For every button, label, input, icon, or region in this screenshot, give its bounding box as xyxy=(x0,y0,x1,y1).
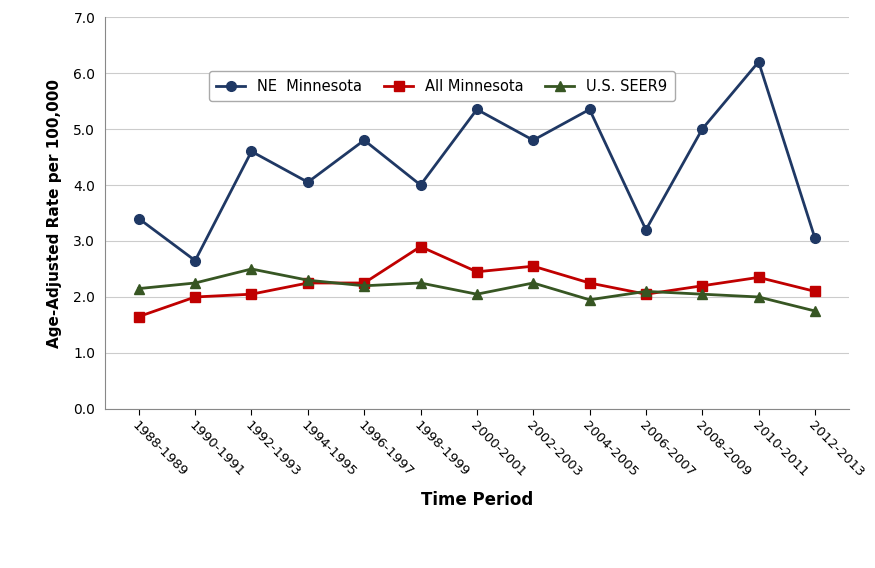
NE  Minnesota xyxy=(753,59,764,65)
U.S. SEER9 xyxy=(190,279,200,286)
U.S. SEER9 xyxy=(472,291,482,298)
U.S. SEER9 xyxy=(584,296,595,303)
NE  Minnesota xyxy=(359,137,369,144)
Line: All Minnesota: All Minnesota xyxy=(134,242,820,321)
All Minnesota xyxy=(584,279,595,286)
U.S. SEER9 xyxy=(134,285,144,292)
All Minnesota xyxy=(528,263,538,270)
All Minnesota xyxy=(246,291,256,298)
NE  Minnesota xyxy=(809,235,820,241)
All Minnesota xyxy=(303,279,313,286)
U.S. SEER9 xyxy=(303,277,313,283)
Legend: NE  Minnesota, All Minnesota, U.S. SEER9: NE Minnesota, All Minnesota, U.S. SEER9 xyxy=(209,72,675,101)
U.S. SEER9 xyxy=(528,279,538,286)
U.S. SEER9 xyxy=(753,294,764,300)
All Minnesota xyxy=(190,294,200,300)
U.S. SEER9 xyxy=(640,288,651,295)
NE  Minnesota xyxy=(416,182,426,189)
All Minnesota xyxy=(134,313,144,320)
All Minnesota xyxy=(472,269,482,275)
NE  Minnesota xyxy=(640,227,651,233)
All Minnesota xyxy=(809,288,820,295)
All Minnesota xyxy=(753,274,764,281)
Y-axis label: Age-Adjusted Rate per 100,000: Age-Adjusted Rate per 100,000 xyxy=(47,78,62,348)
U.S. SEER9 xyxy=(697,291,708,298)
NE  Minnesota xyxy=(134,215,144,222)
U.S. SEER9 xyxy=(359,282,369,289)
All Minnesota xyxy=(359,279,369,286)
NE  Minnesota xyxy=(303,179,313,186)
All Minnesota xyxy=(640,291,651,298)
NE  Minnesota xyxy=(246,148,256,155)
NE  Minnesota xyxy=(190,257,200,264)
Line: NE  Minnesota: NE Minnesota xyxy=(134,57,820,265)
U.S. SEER9 xyxy=(809,308,820,315)
All Minnesota xyxy=(697,282,708,289)
Line: U.S. SEER9: U.S. SEER9 xyxy=(134,264,820,316)
NE  Minnesota xyxy=(472,106,482,113)
NE  Minnesota xyxy=(528,137,538,144)
NE  Minnesota xyxy=(697,126,708,132)
U.S. SEER9 xyxy=(246,266,256,273)
U.S. SEER9 xyxy=(416,279,426,286)
NE  Minnesota xyxy=(584,106,595,113)
X-axis label: Time Period: Time Period xyxy=(421,491,533,509)
All Minnesota xyxy=(416,243,426,250)
